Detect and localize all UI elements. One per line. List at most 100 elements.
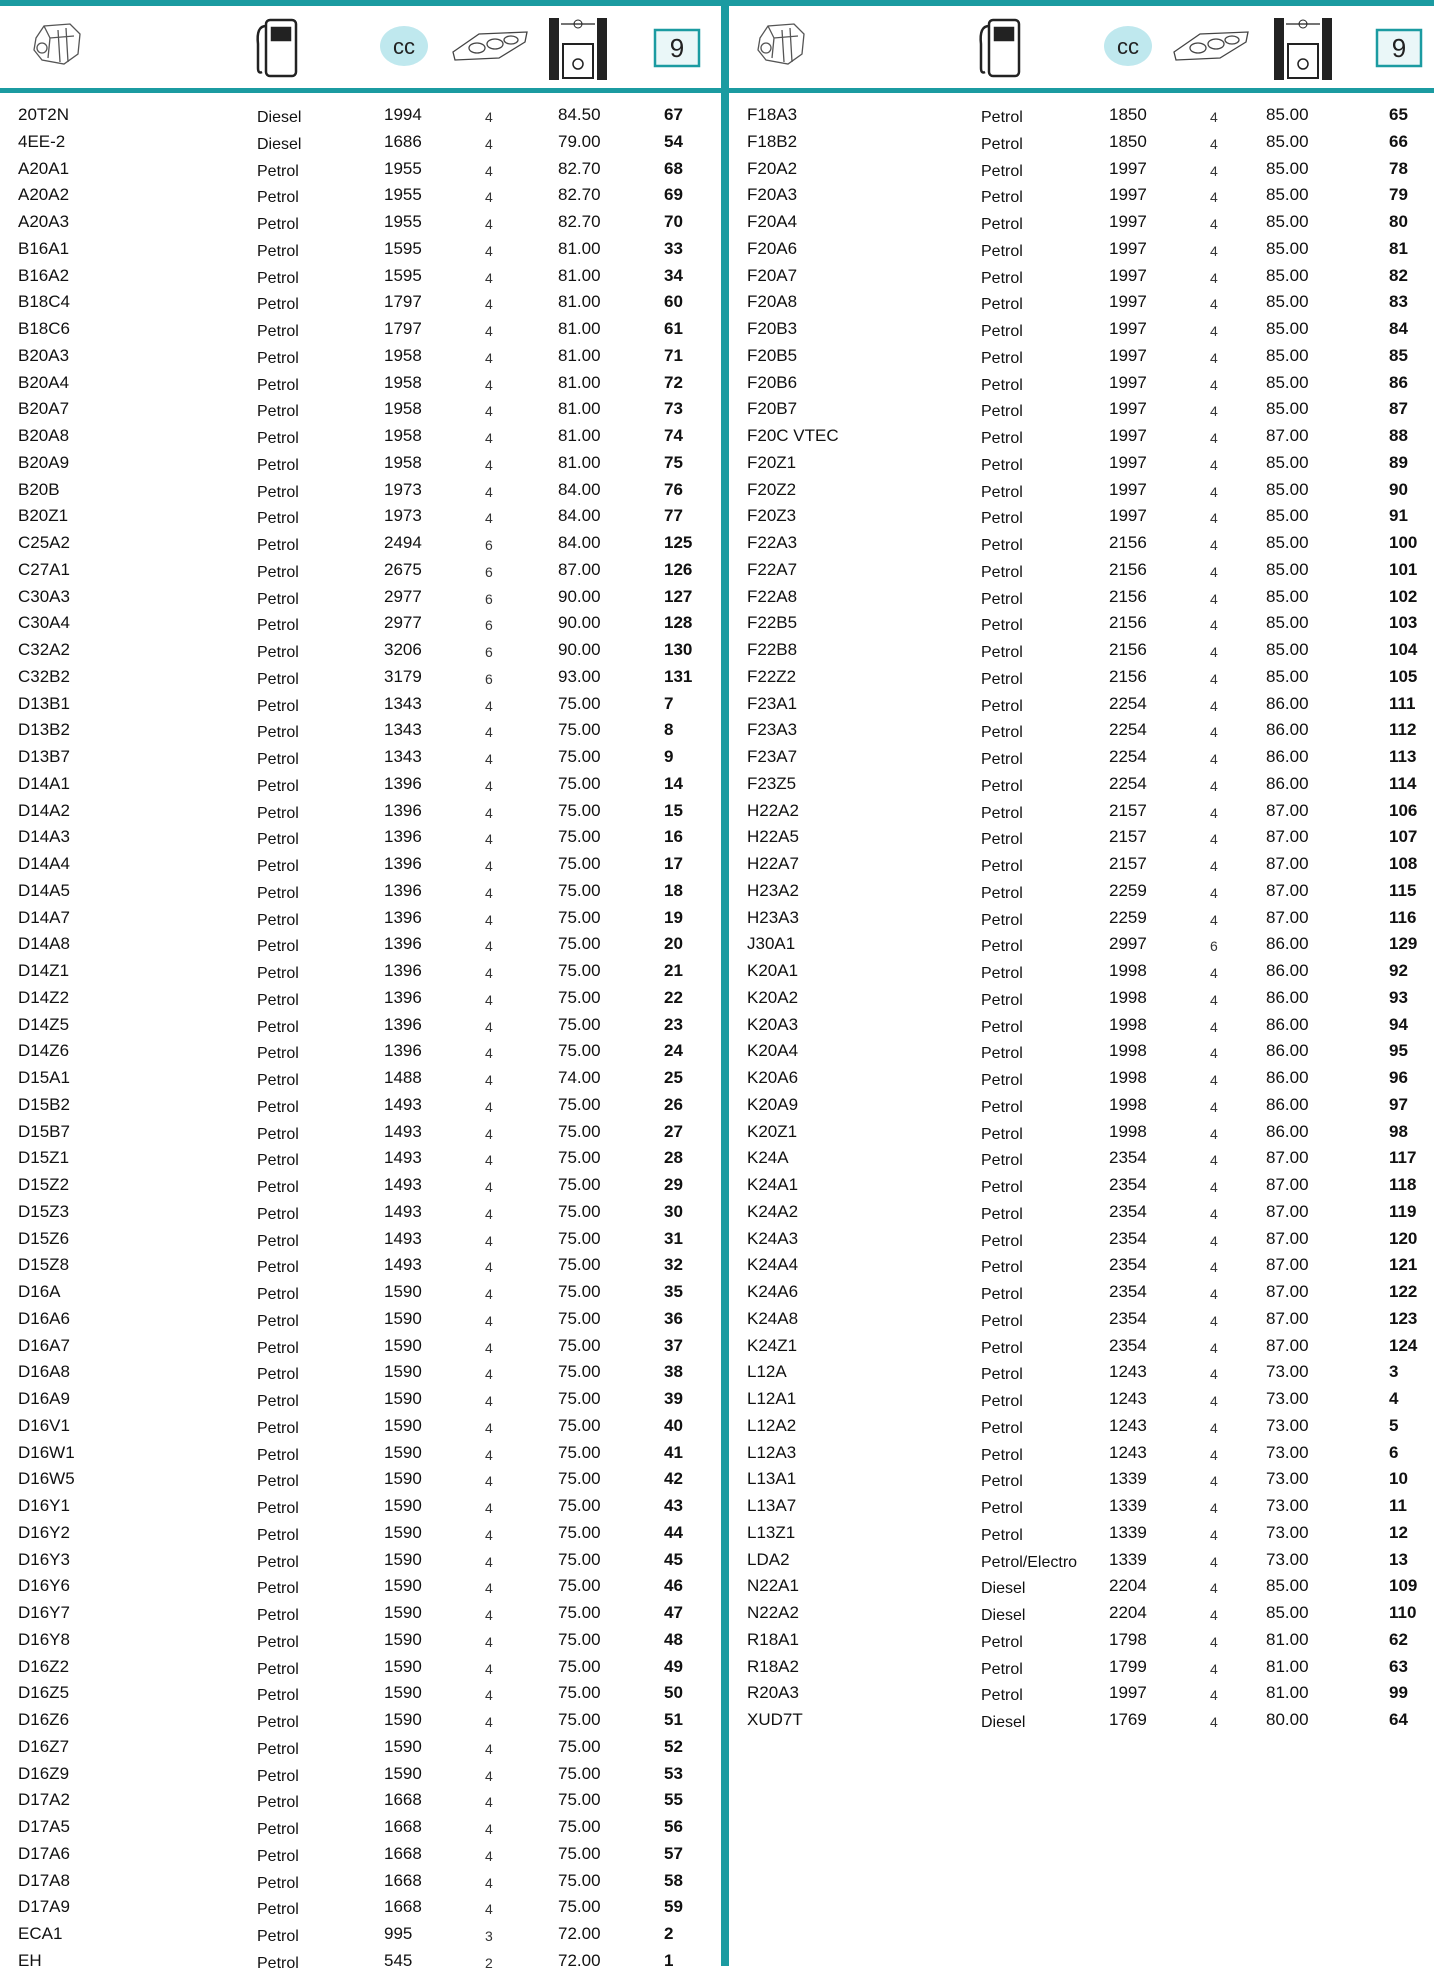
capacity: 2354 — [1109, 1308, 1147, 1328]
bore: 87.00 — [1266, 880, 1309, 900]
capacity: 1243 — [1109, 1415, 1147, 1435]
bore: 85.00 — [1266, 559, 1309, 579]
engine-code: C32A2 — [18, 640, 70, 659]
table-row: L13A1 Petrol 1339 4 73.00 10 — [729, 1465, 1429, 1492]
cylinders: 4 — [1210, 1366, 1218, 1383]
engine-code: F22Z2 — [747, 666, 797, 686]
table-row: F23A1 Petrol 2254 4 86.00 111 — [729, 690, 1429, 717]
engine-code: K20A1 — [747, 961, 799, 980]
page-ref: 126 — [664, 559, 693, 579]
table-row: D15B2 Petrol 1493 4 75.00 26 — [0, 1091, 700, 1118]
bore: 75.00 — [558, 1228, 601, 1248]
cylinders: 4 — [1210, 456, 1218, 473]
fuel: Petrol — [981, 1045, 1023, 1063]
bore: 87.00 — [1266, 1282, 1309, 1301]
bore: 79.00 — [558, 131, 601, 151]
table-row: F22A7 Petrol 2156 4 85.00 101 — [729, 556, 1429, 583]
capacity: 2157 — [1109, 827, 1147, 847]
engine-code: B16A1 — [18, 238, 70, 258]
engine-code: F20Z2 — [747, 479, 797, 499]
page-ref: 45 — [664, 1549, 683, 1569]
fuel: Diesel — [981, 1607, 1026, 1624]
table-row: B20B Petrol 1973 4 84.00 76 — [0, 476, 700, 503]
fuel: Petrol — [981, 1500, 1023, 1517]
page-ref: 75 — [664, 452, 683, 472]
bore: 81.00 — [558, 238, 601, 258]
fuel: Petrol — [981, 858, 1023, 875]
fuel: Petrol — [257, 1526, 299, 1544]
engine-code: D14A8 — [18, 934, 70, 954]
cylinders: 4 — [1210, 1312, 1218, 1329]
bore-icon — [1274, 18, 1332, 80]
engine-code: D14A4 — [18, 854, 70, 873]
fuel: Petrol — [981, 938, 1023, 956]
page-ref: 107 — [1389, 827, 1418, 847]
fuel: Petrol — [257, 242, 299, 260]
cylinders: 4 — [1210, 189, 1218, 206]
cylinders: 4 — [1210, 109, 1218, 125]
bore: 73.00 — [1266, 1442, 1309, 1462]
engine-code: 4EE-2 — [18, 131, 66, 151]
header-left: cc 9 — [0, 0, 721, 92]
engine-code: F20A3 — [747, 185, 798, 205]
engine-code: K24A3 — [747, 1228, 799, 1248]
table-row: D16Z2 Petrol 1590 4 75.00 49 — [0, 1653, 700, 1680]
engine-code: XUD7T — [747, 1710, 803, 1729]
cylinders: 4 — [1210, 1419, 1218, 1436]
fuel: Petrol — [981, 135, 1023, 153]
bore: 75.00 — [558, 1683, 601, 1703]
page-ref: 40 — [664, 1415, 683, 1435]
cylinders: 4 — [1210, 510, 1218, 527]
bore: 84.50 — [558, 105, 601, 124]
table-row: C30A4 Petrol 2977 6 90.00 128 — [0, 609, 700, 636]
engine-code: D15Z2 — [18, 1175, 70, 1194]
fuel: Petrol — [981, 884, 1023, 902]
table-row: B16A1 Petrol 1595 4 81.00 33 — [0, 235, 700, 262]
bore: 75.00 — [558, 1094, 601, 1114]
bore: 85.00 — [1266, 158, 1309, 178]
engine-code: F20A6 — [747, 238, 798, 258]
table-row: D17A9 Petrol 1668 4 75.00 59 — [0, 1893, 700, 1920]
table-row: B20A8 Petrol 1958 4 81.00 74 — [0, 422, 700, 449]
bore: 85.00 — [1266, 666, 1309, 686]
page-ref: 88 — [1389, 426, 1408, 445]
bore: 85.00 — [1266, 319, 1309, 338]
cylinders: 4 — [485, 1393, 493, 1409]
engine-code: D17A2 — [18, 1790, 70, 1810]
cylinders: 4 — [1210, 644, 1218, 660]
capacity: 1493 — [384, 1228, 422, 1248]
page-number: 9 — [670, 33, 684, 63]
page-ref: 66 — [1389, 131, 1408, 151]
capacity: 1396 — [384, 827, 422, 847]
fuel: Petrol — [257, 831, 299, 849]
table-row: F23A7 Petrol 2254 4 86.00 113 — [729, 743, 1429, 770]
bore: 85.00 — [1266, 506, 1309, 526]
fuel: Petrol — [981, 323, 1023, 340]
capacity: 2997 — [1109, 934, 1147, 954]
page-ref: 101 — [1389, 559, 1418, 579]
cylinders: 4 — [485, 1687, 493, 1704]
capacity: 1396 — [384, 934, 422, 954]
engine-code: H22A2 — [747, 800, 799, 820]
table-row: K20A3 Petrol 1998 4 86.00 94 — [729, 1011, 1429, 1038]
fuel: Petrol — [257, 483, 299, 501]
table-row: D15Z8 Petrol 1493 4 75.00 32 — [0, 1251, 700, 1278]
capacity: 1590 — [384, 1496, 422, 1515]
fuel: Petrol — [257, 1580, 299, 1598]
page-ref: 47 — [664, 1603, 683, 1622]
fuel: Petrol — [257, 456, 299, 474]
fuel: Petrol — [981, 162, 1023, 180]
cylinders: 4 — [1210, 858, 1218, 874]
fuel: Petrol — [981, 537, 1023, 554]
capacity: 2156 — [1109, 613, 1147, 633]
cylinders: 4 — [485, 1339, 493, 1356]
table-row: D16Y6 Petrol 1590 4 75.00 46 — [0, 1572, 700, 1599]
engine-code: D16Z2 — [18, 1656, 70, 1676]
bore: 86.00 — [1266, 747, 1309, 766]
header-icons: cc 9 — [33, 18, 701, 80]
cylinders: 4 — [1210, 349, 1218, 366]
table-row: H22A7 Petrol 2157 4 87.00 108 — [729, 850, 1429, 877]
fuel: Petrol — [981, 269, 1023, 287]
engine-code: N22A1 — [747, 1576, 799, 1596]
bore: 85.00 — [1266, 345, 1309, 365]
